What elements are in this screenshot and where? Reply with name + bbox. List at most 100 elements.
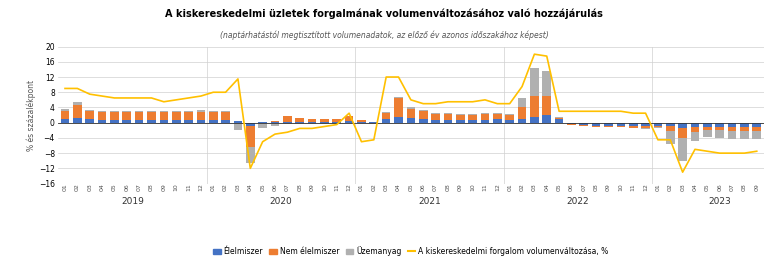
Bar <box>333 118 341 122</box>
Bar <box>61 119 69 123</box>
Bar <box>715 123 724 127</box>
Bar <box>233 123 242 130</box>
Bar <box>85 110 94 111</box>
Bar <box>308 123 316 124</box>
Bar <box>197 110 205 112</box>
Bar <box>110 111 119 112</box>
Bar <box>160 120 168 123</box>
Bar <box>690 132 700 141</box>
Bar <box>753 123 761 127</box>
Bar <box>542 96 551 115</box>
Bar <box>147 111 156 112</box>
Bar <box>369 122 378 123</box>
Bar <box>320 118 329 122</box>
Bar <box>505 115 514 120</box>
Bar <box>468 120 477 123</box>
Bar <box>728 123 737 127</box>
Bar <box>345 121 353 123</box>
Bar <box>98 120 107 123</box>
Bar <box>456 120 465 123</box>
Bar <box>73 105 81 118</box>
Bar <box>567 123 576 124</box>
Bar <box>345 116 353 121</box>
Bar <box>481 120 489 123</box>
Bar <box>505 114 514 115</box>
Bar <box>122 111 131 112</box>
Bar <box>419 111 428 119</box>
Bar <box>554 117 564 118</box>
Bar <box>580 125 588 126</box>
Bar <box>382 119 390 123</box>
Bar <box>641 126 650 128</box>
Bar <box>678 129 687 138</box>
Bar <box>493 119 502 123</box>
Bar <box>246 123 255 127</box>
Bar <box>221 120 230 123</box>
Bar <box>530 67 538 96</box>
Bar <box>554 119 564 123</box>
Bar <box>629 123 637 126</box>
Bar <box>406 118 415 123</box>
Bar <box>654 127 662 128</box>
Bar <box>444 120 452 123</box>
Bar <box>554 118 564 119</box>
Bar <box>567 124 576 125</box>
Bar <box>110 112 119 120</box>
Bar <box>184 112 193 120</box>
Bar <box>753 127 761 131</box>
Bar <box>98 111 107 112</box>
Bar <box>333 122 341 123</box>
Bar <box>530 117 538 123</box>
Bar <box>592 126 601 127</box>
Bar <box>122 120 131 123</box>
Bar <box>542 71 551 96</box>
Bar <box>258 123 267 129</box>
Bar <box>296 118 304 122</box>
Text: 2019: 2019 <box>121 197 144 206</box>
Bar <box>703 130 712 137</box>
Bar <box>654 126 662 127</box>
Bar <box>753 131 761 139</box>
Bar <box>518 107 526 119</box>
Bar <box>740 123 749 127</box>
Bar <box>308 118 316 122</box>
Bar <box>740 131 749 139</box>
Bar <box>444 113 452 114</box>
Bar <box>666 131 674 144</box>
Bar <box>160 112 168 120</box>
Bar <box>172 120 180 123</box>
Bar <box>382 113 390 119</box>
Bar <box>419 119 428 123</box>
Text: 2022: 2022 <box>566 197 589 206</box>
Bar <box>641 128 650 129</box>
Bar <box>221 111 230 112</box>
Bar <box>728 131 737 139</box>
Text: 2021: 2021 <box>418 197 441 206</box>
Bar <box>505 120 514 123</box>
Bar <box>283 122 292 123</box>
Bar <box>406 107 415 109</box>
Bar <box>147 112 156 120</box>
Bar <box>98 112 107 120</box>
Bar <box>172 111 180 112</box>
Bar <box>296 122 304 123</box>
Bar <box>580 123 588 125</box>
Bar <box>493 114 502 119</box>
Bar <box>320 122 329 123</box>
Bar <box>61 109 69 111</box>
Bar <box>740 127 749 131</box>
Bar <box>444 114 452 120</box>
Bar <box>617 123 625 126</box>
Bar <box>246 147 255 163</box>
Bar <box>715 130 724 138</box>
Bar <box>357 120 366 122</box>
Bar <box>283 123 292 124</box>
Bar <box>617 126 625 127</box>
Bar <box>641 123 650 126</box>
Bar <box>221 112 230 120</box>
Text: (naptárhatástól megtisztított volumenadatok, az előző év azonos időszakához képe: (naptárhatástól megtisztított volumenada… <box>220 30 548 40</box>
Bar <box>666 127 674 131</box>
Bar <box>456 114 465 115</box>
Bar <box>61 111 69 119</box>
Bar <box>296 123 304 124</box>
